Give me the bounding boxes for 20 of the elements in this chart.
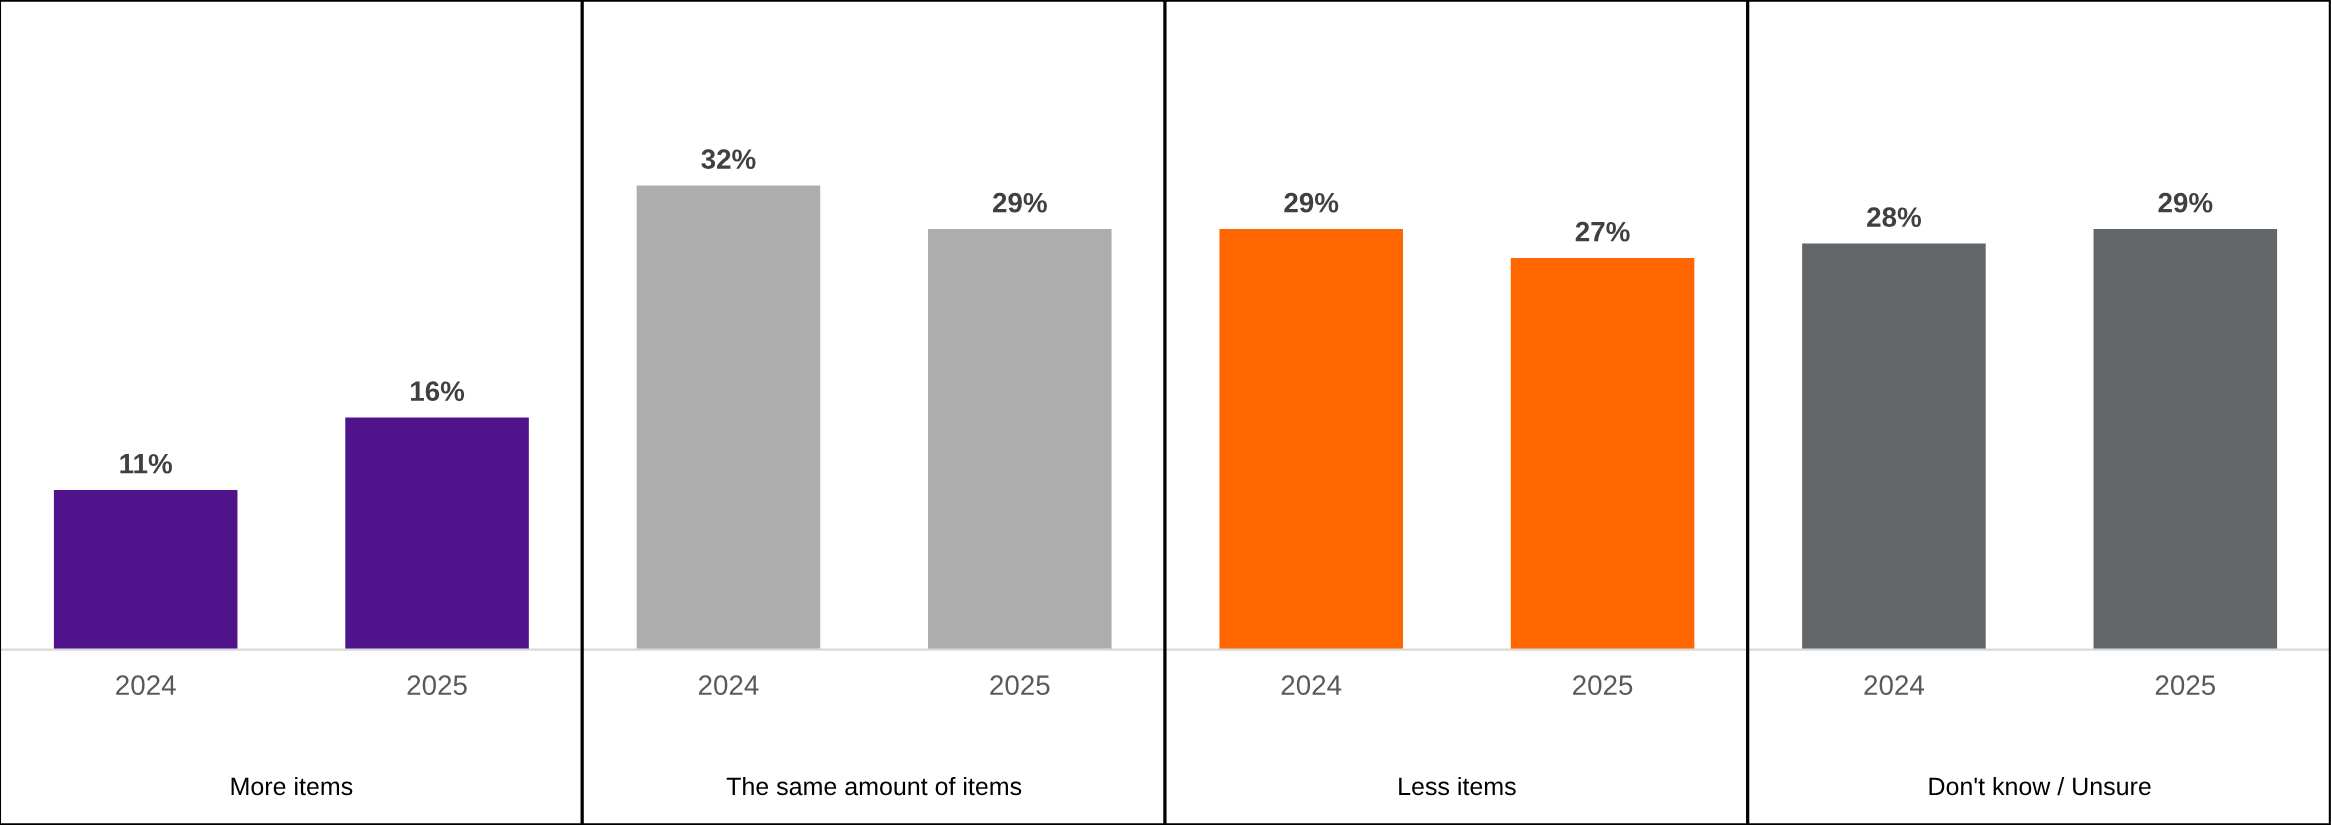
data-label: 29% (2158, 192, 2213, 213)
data-label: 28% (1867, 207, 1921, 227)
x-axis-title: More items (231, 776, 353, 796)
x-axis-title: Less items (1399, 776, 1516, 796)
x-tick-label: 2024 (1281, 675, 1342, 696)
data-label: 27% (1575, 221, 1630, 242)
x-tick-label: 2025 (2155, 675, 2216, 696)
data-label: 29% (992, 192, 1047, 213)
x-tick-label: 2024 (116, 675, 176, 696)
x-axis-title: The same amount of items (726, 776, 1022, 796)
x-tick-label: 2024 (1864, 675, 1925, 696)
x-tick-label: 2025 (990, 675, 1050, 696)
x-tick-label: 2025 (407, 675, 467, 696)
data-label: 11% (120, 453, 172, 474)
x-tick-label: 2025 (1573, 675, 1633, 696)
data-label: 32% (701, 149, 756, 170)
data-label: 29% (1284, 192, 1339, 213)
x-tick-label: 2024 (698, 675, 759, 696)
data-label: 16% (411, 381, 465, 401)
x-axis-title: Don't know / Unsure (1929, 776, 2151, 796)
